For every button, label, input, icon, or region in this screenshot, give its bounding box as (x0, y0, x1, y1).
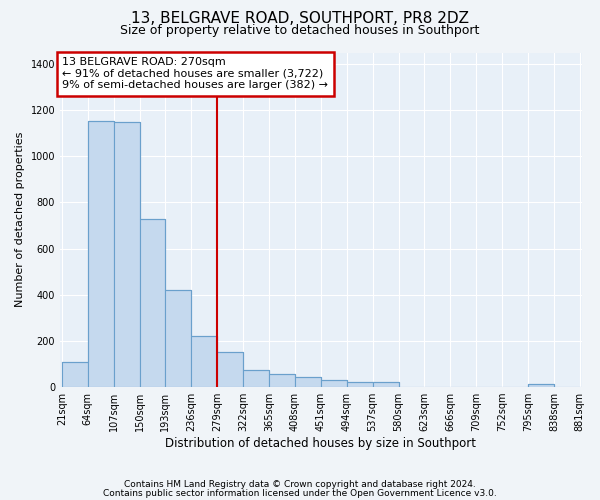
Bar (88, 120, 113, 387)
Bar (347, 382, 373, 387)
Bar (191, 336, 217, 387)
Bar (373, 382, 398, 387)
Y-axis label: Number of detached properties: Number of detached properties (15, 132, 25, 308)
Bar (528, 384, 554, 387)
Bar (166, 290, 191, 387)
Bar (243, 370, 269, 387)
Text: Contains HM Land Registry data © Crown copyright and database right 2024.: Contains HM Land Registry data © Crown c… (124, 480, 476, 489)
Bar (321, 380, 347, 387)
Bar (62, 362, 88, 387)
Text: Contains public sector information licensed under the Open Government Licence v3: Contains public sector information licen… (103, 489, 497, 498)
Bar (295, 376, 321, 387)
Text: 13, BELGRAVE ROAD, SOUTHPORT, PR8 2DZ: 13, BELGRAVE ROAD, SOUTHPORT, PR8 2DZ (131, 11, 469, 26)
Bar (140, 218, 166, 387)
Text: Size of property relative to detached houses in Southport: Size of property relative to detached ho… (121, 24, 479, 37)
Bar (113, 122, 140, 387)
X-axis label: Distribution of detached houses by size in Southport: Distribution of detached houses by size … (166, 437, 476, 450)
Bar (269, 374, 295, 387)
Text: 13 BELGRAVE ROAD: 270sqm
← 91% of detached houses are smaller (3,722)
9% of semi: 13 BELGRAVE ROAD: 270sqm ← 91% of detach… (62, 57, 328, 90)
Bar (217, 352, 243, 387)
